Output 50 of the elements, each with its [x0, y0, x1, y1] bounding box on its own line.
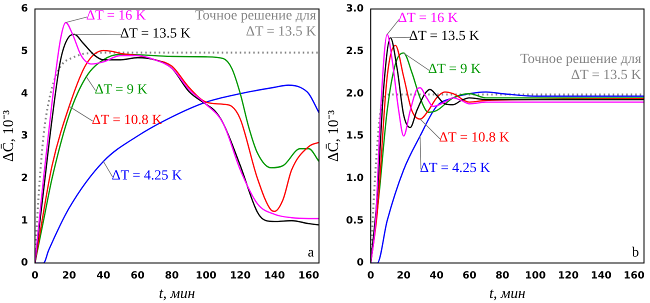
- x-tick-label: 100: [524, 270, 546, 282]
- y-tick-label: 2: [20, 172, 28, 184]
- x-tick-label: 60: [462, 270, 476, 282]
- x-tick-label: 40: [96, 270, 110, 282]
- series-label: ΔT = 9 K: [94, 82, 148, 98]
- y-tick-label: 0.5: [346, 215, 364, 226]
- x-tick-label: 60: [130, 270, 145, 282]
- y-tick-label: 1: [20, 215, 28, 226]
- y-tick-label: 1.5: [346, 130, 364, 142]
- y-tick-label: 4: [20, 88, 28, 100]
- y-axis-title: ΔC̄, 10⁻³: [325, 110, 342, 162]
- x-tick-label: 20: [62, 270, 76, 282]
- series-label: ΔT = 13.5 K: [120, 26, 190, 42]
- series-label: ΔT = 16 K: [86, 8, 146, 24]
- x-tick-label: 140: [590, 270, 612, 282]
- y-axis-title: ΔC̄, 10⁻³: [0, 110, 17, 162]
- y-tick-label: 2.5: [346, 46, 364, 57]
- x-tick-label: 0: [367, 270, 374, 282]
- x-tick-label: 0: [31, 270, 38, 282]
- x-tick-label: 140: [264, 270, 285, 282]
- annotation: b: [632, 246, 639, 261]
- y-tick-label: 5: [20, 46, 28, 57]
- series-label: ΔT = 16 K: [398, 11, 458, 26]
- x-tick-label: 40: [430, 270, 444, 282]
- x-tick-label: 160: [298, 270, 320, 282]
- series-label: ΔT = 4.25 K: [112, 168, 182, 184]
- x-tick-label: 160: [624, 270, 645, 282]
- x-tick-label: 20: [396, 270, 411, 282]
- series-label: ΔT = 9 K: [428, 62, 481, 78]
- y-tick-label: 3.0: [346, 4, 364, 15]
- x-axis-title: t, мин: [489, 286, 526, 302]
- series-label: ΔT = 4.25 K: [420, 161, 490, 176]
- series-label: ΔT = 10.8 K: [439, 130, 510, 146]
- x-tick-label: 80: [164, 270, 179, 282]
- series-label: Точное решение для ΔT = 13.5 K: [195, 8, 317, 40]
- y-tick-label: 2.0: [346, 88, 364, 100]
- annotation: a: [308, 246, 315, 261]
- series-label: ΔT = 10.8 K: [92, 112, 162, 128]
- x-tick-label: 120: [230, 270, 251, 282]
- series-label: Точное решение для ΔT = 13.5 K: [520, 52, 642, 83]
- x-tick-label: 120: [558, 270, 579, 282]
- y-tick-label: 0: [20, 258, 28, 269]
- y-tick-label: 3: [20, 130, 28, 142]
- y-tick-label: 6: [20, 4, 28, 15]
- series-label: ΔT = 13.5 K: [408, 28, 480, 44]
- x-tick-label: 100: [196, 270, 217, 282]
- y-tick-label: 1.0: [346, 172, 364, 184]
- y-tick-label: 0: [356, 258, 364, 269]
- x-axis-title: t, мин: [158, 286, 196, 302]
- x-tick-label: 80: [495, 270, 510, 282]
